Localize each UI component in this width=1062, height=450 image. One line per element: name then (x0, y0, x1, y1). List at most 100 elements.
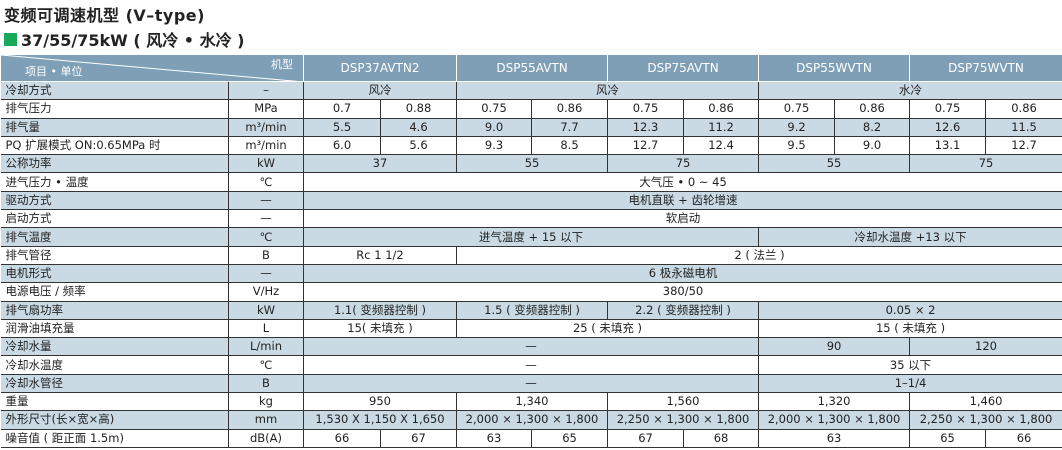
value-cell: 5.6 (380, 135, 457, 156)
value-cell: 15 ( 未填充 ) (758, 318, 1062, 339)
value-cell: 12.7 (607, 135, 685, 156)
value-cell: 66 (985, 428, 1062, 448)
value-cell: 11.2 (683, 117, 760, 137)
row-unit: B (228, 245, 304, 265)
table-row: 外形尺寸(长×宽×高) mm 1,530 X 1,150 X 1,650 2,000 … (0, 410, 1062, 430)
value-cell: — (302, 337, 760, 357)
value-cell: 1,460 (909, 392, 1062, 412)
table-row: 排气管径 B Rc 1 1/2 2 ( 法兰 ) (0, 245, 1062, 265)
header-model: DSP75WVTN (909, 55, 1062, 82)
row-label: 电源电压 / 频率 (0, 282, 229, 302)
value-cell: 75 (909, 154, 1062, 174)
row-label: 冷却水管径 (0, 373, 229, 394)
row-unit: — (228, 190, 304, 211)
value-cell: 0.86 (530, 99, 609, 119)
value-cell: 风冷 (455, 80, 760, 101)
row-unit: L (228, 318, 304, 339)
value-cell: 12.3 (607, 117, 685, 137)
row-label: 排气量 (0, 117, 229, 137)
row-unit: B (228, 373, 304, 394)
header-model-label: 机型 (271, 58, 293, 71)
row-unit: dB(A) (228, 428, 304, 448)
value-cell: 63 (456, 428, 532, 448)
value-cell: 67 (380, 428, 457, 448)
table-row: PQ 扩展模式 ON:0.65MPa 时 m³/min 6.0 5.6 9.3 8.5 12… (0, 135, 1062, 156)
value-cell: 1,560 (607, 392, 760, 412)
value-cell: 0.75 (909, 99, 987, 119)
value-cell: 9.3 (456, 135, 532, 156)
value-cell: 0.75 (758, 99, 836, 119)
table-row: 公称功率 kW 37 55 75 55 75 (0, 154, 1062, 174)
value-cell: 13.1 (909, 135, 987, 156)
value-cell: 0.86 (985, 99, 1062, 119)
table-row: 冷却水量 L/min —90 120 (0, 337, 1062, 357)
value-cell: 9.0 (834, 135, 911, 156)
value-cell: — (302, 355, 760, 375)
row-unit: m³/min (228, 117, 304, 137)
value-cell: 0.75 (607, 99, 685, 119)
row-label: 噪音值 ( 距正面 1.5m) (0, 428, 229, 448)
table-row: 重量 kg 950 1,340 1,560 1,320 1,460 (0, 392, 1062, 412)
value-cell: 1,340 (455, 392, 609, 412)
row-label: 排气管径 (0, 245, 229, 265)
table-row: 润滑油填充量 L 15( 未填充 ) 25 ( 未填充 ) 15 ( 未填充 ) (0, 318, 1062, 339)
value-cell: 55 (758, 154, 911, 174)
row-unit: — (228, 209, 304, 229)
row-label: 冷却方式 (0, 80, 229, 101)
table-row: 电源电压 / 频率 V/Hz 380/50 (0, 282, 1062, 302)
row-label: 启动方式 (0, 209, 229, 229)
header-row: 机型 项目 • 单位 DSP37AVTN2 DSP55AVTN DSP75AVT… (0, 55, 1062, 82)
value-cell: 12.6 (909, 117, 987, 137)
value-cell: 1,530 X 1,150 X 1,650 (303, 410, 457, 430)
spec-table-body: 冷却方式 – 风冷 风冷 水冷 排气压力 MPa 0.7 0.88 0.75 0.86 0.75 0.8… (0, 80, 1062, 448)
row-unit: V/Hz (228, 282, 304, 302)
table-row: 进气压力 • 温度 ℃ 大气压 • 0 ~ 45 (0, 172, 1062, 192)
value-cell: 67 (607, 428, 685, 448)
table-row: 启动方式 — 软启动 (0, 209, 1062, 229)
row-label: 进气压力 • 温度 (0, 172, 229, 192)
value-cell: — (302, 373, 760, 394)
value-cell: Rc 1 1/2 (303, 245, 457, 265)
value-cell: 4.6 (380, 117, 457, 137)
value-cell: 0.75 (456, 99, 532, 119)
value-cell: 0.88 (380, 99, 457, 119)
row-label: 排气扇功率 (0, 300, 229, 320)
row-label: 排气压力 (0, 99, 229, 119)
value-cell: 0.86 (683, 99, 760, 119)
header-model: DSP55WVTN (758, 55, 911, 82)
row-label: 润滑油填充量 (0, 318, 229, 339)
row-unit: mm (228, 410, 304, 430)
table-row: 排气压力 MPa 0.7 0.88 0.75 0.86 0.75 0.86 0.75 0.86 0.… (0, 99, 1062, 119)
value-cell: 0.05 × 2 (758, 300, 1062, 320)
table-row: 噪音值 ( 距正面 1.5m) dB(A) 66 67 63 65 67 68 63 65 66 (0, 428, 1062, 448)
header-item-unit-label: 项目 • 单位 (25, 65, 83, 78)
row-unit: L/min (228, 337, 304, 357)
value-cell: 380/50 (302, 282, 1062, 302)
value-cell: 2 ( 法兰 ) (455, 245, 1062, 265)
value-cell: 15( 未填充 ) (303, 318, 457, 339)
value-cell: 37 (303, 154, 457, 174)
row-unit: ℃ (228, 355, 304, 375)
value-cell: 2,000 × 1,300 × 1,800 (455, 410, 609, 430)
table-row: 排气量 m³/min 5.5 4.6 9.0 7.7 12.3 11.2 9.2 8.2 12.6 1… (0, 117, 1062, 137)
row-label: PQ 扩展模式 ON:0.65MPa 时 (0, 135, 229, 156)
value-cell: 9.2 (758, 117, 836, 137)
row-unit: – (228, 80, 304, 101)
table-row: 冷却水管径 B —1–1/4 (0, 373, 1062, 394)
header-model: DSP75AVTN (607, 55, 760, 82)
table-row: 驱动方式 — 电机直联 + 齿轮增速 (0, 190, 1062, 211)
row-label: 电机形式 (0, 263, 229, 284)
diagonal-divider (1, 55, 294, 81)
value-cell: 11.5 (985, 117, 1062, 137)
row-label: 排气温度 (0, 227, 229, 247)
header-corner-cell: 机型 项目 • 单位 (0, 55, 304, 82)
row-unit: — (228, 263, 304, 284)
value-cell: 8.2 (834, 117, 911, 137)
value-cell: 65 (530, 428, 609, 448)
value-cell: 2.2 ( 变频器控制 ) (607, 300, 760, 320)
value-cell: 5.5 (303, 117, 381, 137)
page-title: 变频可调速机型 (V–type) (4, 6, 205, 25)
value-cell: 75 (607, 154, 760, 174)
row-unit: MPa (228, 99, 304, 119)
row-unit: m³/min (228, 135, 304, 156)
